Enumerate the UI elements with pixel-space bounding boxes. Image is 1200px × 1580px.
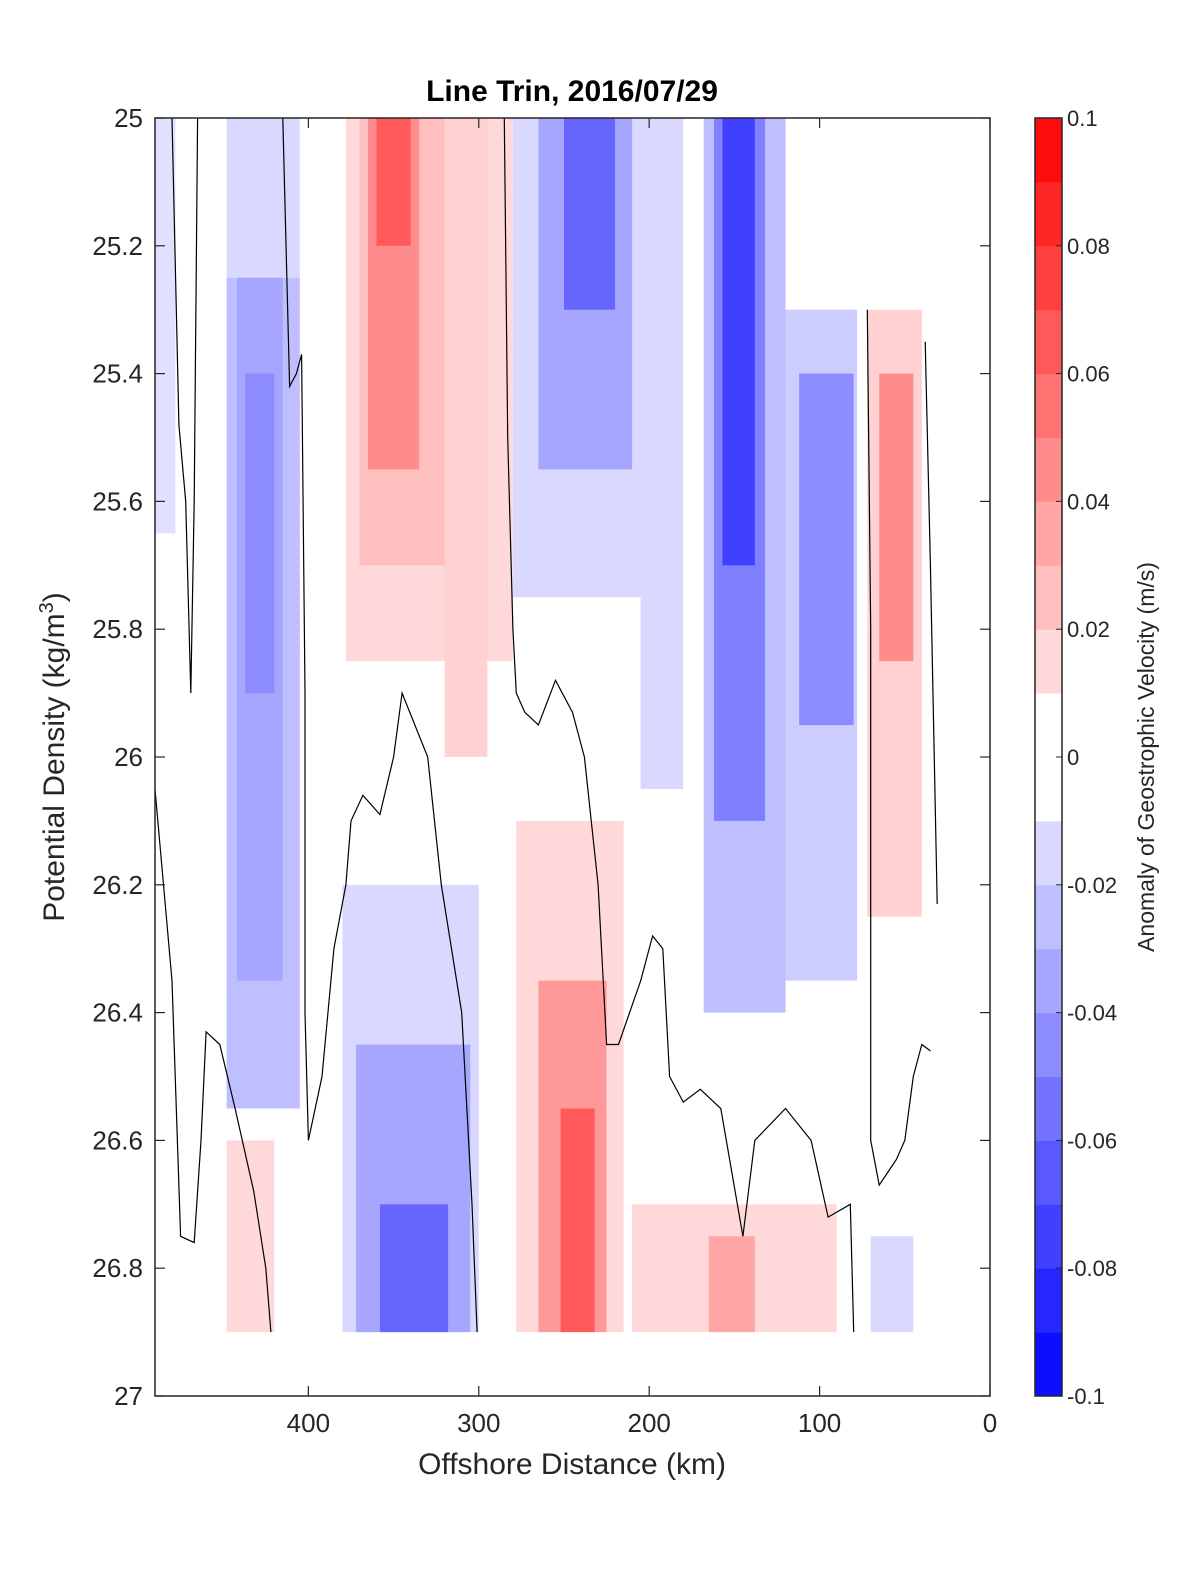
y-tick-label: 26.8 [92,1253,143,1283]
y-tick-label: 25.8 [92,614,143,644]
colorbar-tick-label: 0.06 [1067,362,1110,387]
velocity-region [563,118,616,310]
velocity-region [879,373,914,662]
colorbar-swatch [1035,1076,1062,1141]
colorbar-swatch [1035,1332,1062,1397]
chart-title: Line Trin, 2016/07/29 [426,75,718,108]
velocity-region [560,1108,595,1333]
y-tick-label: 26.2 [92,870,143,900]
colorbar-tick-label: 0.02 [1067,617,1110,642]
colorbar-swatch [1035,1268,1062,1333]
y-tick-label: 25.6 [92,486,143,516]
zero-contour-line [155,788,272,1333]
colorbar-tick-label: 0.04 [1067,489,1110,514]
zero-contour-line [503,118,855,1333]
zero-contour-line [171,118,199,694]
x-tick-label: 300 [457,1408,500,1438]
y-tick-label: 26.4 [92,998,143,1028]
colorbar-tick-label: 0.08 [1067,234,1110,259]
colorbar-swatch [1035,565,1062,630]
y-tick-label: 26 [114,742,143,772]
colorbar-tick-label: 0 [1067,745,1079,770]
colorbar-tick-label: -0.06 [1067,1128,1117,1153]
colorbar-swatch [1035,437,1062,502]
y-tick-label: 25 [114,103,143,133]
colorbar-swatch [1035,820,1062,886]
velocity-region [226,1140,275,1333]
colorbar-swatch [1035,757,1062,822]
colorbar-swatch [1035,1204,1062,1269]
x-axis: 400 300 200 100 0 [287,118,997,1438]
colorbar-swatch [1035,948,1062,1014]
colorbar-swatch [1035,181,1062,247]
colorbar-tick-label: 0.1 [1067,106,1098,131]
y-axis-label-sup: 3 [36,602,58,613]
colorbar-ticks: 0.1 0.08 0.06 0.04 0.02 0 -0.02 -0.04 -0.06 -0.08… [1056,106,1117,1409]
colorbar-tick-label: -0.08 [1067,1256,1117,1281]
y-tick-label: 25.2 [92,231,143,261]
velocity-region [226,118,300,278]
y-axis-label-close: ) [38,592,71,602]
velocity-fill-layer [155,118,922,1333]
colorbar-swatch [1035,245,1062,311]
colorbar-swatch [1035,1012,1062,1077]
velocity-region [444,118,488,757]
velocity-region [379,1204,449,1333]
y-axis: 25 25.2 25.4 25.6 25.8 26 26.2 26.4 26.6 26.8 27 [92,103,990,1411]
x-tick-label: 200 [627,1408,670,1438]
zero-contour-line [866,309,931,1187]
colorbar-tick-label: -0.04 [1067,1001,1117,1026]
x-tick-label: 100 [798,1408,841,1438]
colorbar-label: Anomaly of Geostrophic Velocity (m/s) [1133,562,1159,952]
velocity-region [708,1236,755,1333]
velocity-region [640,118,684,789]
x-tick-label: 400 [287,1408,330,1438]
colorbar-swatch [1035,1140,1062,1205]
colorbar-swatch [1035,884,1062,950]
y-tick-label: 27 [114,1381,143,1411]
x-tick-label: 0 [983,1408,997,1438]
velocity-region [799,373,854,726]
colorbar-swatch [1035,629,1062,694]
colorbar-tick-label: -0.1 [1067,1384,1105,1409]
colorbar-swatch [1035,118,1062,183]
colorbar-swatch [1035,693,1062,758]
y-axis-label: Potential Density (kg/m3) [36,592,71,922]
x-axis-label: Offshore Distance (km) [418,1448,726,1481]
colorbar [1035,118,1062,1397]
velocity-region [155,118,176,534]
zero-contour-line [924,341,938,905]
zero-contour-layer [155,118,938,1333]
y-tick-label: 25.4 [92,359,143,389]
velocity-region [722,118,755,566]
velocity-region [376,118,411,246]
velocity-region [245,373,275,694]
y-tick-label: 26.6 [92,1125,143,1155]
zero-contour-line [282,118,478,1333]
colorbar-swatch [1035,501,1062,566]
colorbar-swatch [1035,309,1062,375]
y-axis-label-text: Potential Density (kg/m [38,613,71,921]
colorbar-tick-label: -0.02 [1067,873,1117,898]
colorbar-swatch [1035,373,1062,438]
velocity-region [870,1236,914,1333]
